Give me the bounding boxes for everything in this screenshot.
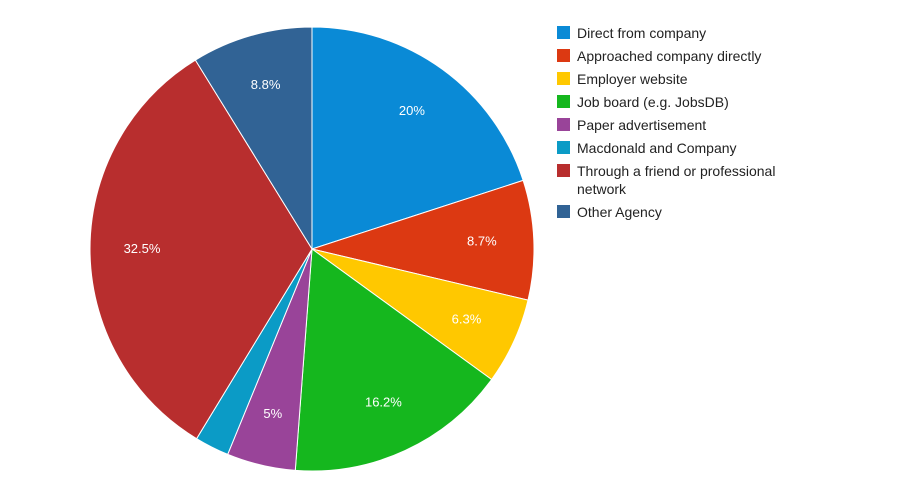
legend-item-5: Macdonald and Company xyxy=(557,139,807,157)
pie-slice-label-1: 8.7% xyxy=(467,233,497,248)
legend-item-7: Other Agency xyxy=(557,203,807,221)
legend-swatch xyxy=(557,95,570,108)
pie-slice-labels: 20% 8.7% 6.3% 16.2% 5% 32.5% 8.8% xyxy=(124,77,498,421)
legend-swatch xyxy=(557,26,570,39)
pie-slice-3 xyxy=(294,248,493,472)
legend-label: Paper advertisement xyxy=(577,117,707,133)
legend-swatch xyxy=(557,164,570,177)
pie-slice-label-0: 20% xyxy=(399,103,425,118)
pie-slice-label-3: 16.2% xyxy=(365,395,402,410)
chart-legend: Direct from company Approached company di… xyxy=(557,24,807,226)
pie-slice-0 xyxy=(311,26,524,250)
pie-slice-label-7: 8.8% xyxy=(251,77,281,92)
legend-item-1: Approached company directly xyxy=(557,47,807,65)
legend-label: Approached company directly xyxy=(577,48,762,64)
legend-swatch xyxy=(557,118,570,131)
legend-swatch xyxy=(557,141,570,154)
pie-slices xyxy=(89,26,535,472)
legend-item-3: Job board (e.g. JobsDB) xyxy=(557,93,807,111)
pie-slice-7 xyxy=(194,26,313,251)
legend-label: Employer website xyxy=(577,71,688,87)
legend-label: Macdonald and Company xyxy=(577,140,737,156)
pie-slice-6 xyxy=(89,59,313,440)
pie-slice-label-2: 6.3% xyxy=(452,311,482,326)
legend-swatch xyxy=(557,72,570,85)
pie-slice-label-4: 5% xyxy=(263,406,282,421)
pie-slice-label-6: 32.5% xyxy=(124,241,161,256)
legend-item-0: Direct from company xyxy=(557,24,807,42)
legend-item-4: Paper advertisement xyxy=(557,116,807,134)
legend-swatch xyxy=(557,205,570,218)
legend-swatch xyxy=(557,49,570,62)
legend-label: Through a friend or professional network xyxy=(577,163,776,197)
legend-label: Job board (e.g. JobsDB) xyxy=(577,94,729,110)
legend-label: Other Agency xyxy=(577,204,662,220)
legend-item-6: Through a friend or professional network xyxy=(557,162,807,198)
legend-item-2: Employer website xyxy=(557,70,807,88)
pie-slice-1 xyxy=(310,179,535,301)
legend-label: Direct from company xyxy=(577,25,707,41)
